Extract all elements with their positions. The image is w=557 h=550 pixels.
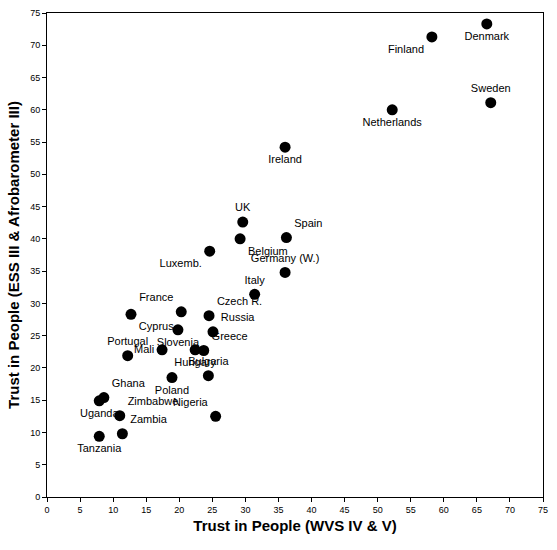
svg-text:40: 40	[307, 505, 317, 515]
svg-text:Slovenia: Slovenia	[157, 336, 200, 348]
svg-text:70: 70	[505, 505, 515, 515]
svg-text:Czech R.: Czech R.	[217, 295, 262, 307]
svg-text:40: 40	[30, 234, 40, 244]
svg-text:15: 15	[30, 395, 40, 405]
svg-text:45: 45	[340, 505, 350, 515]
svg-text:Cyprus: Cyprus	[139, 320, 174, 332]
svg-text:70: 70	[30, 40, 40, 50]
svg-text:Finland: Finland	[388, 43, 424, 55]
svg-text:75: 75	[538, 505, 548, 515]
svg-text:30: 30	[240, 505, 250, 515]
svg-text:Sweden: Sweden	[471, 82, 511, 94]
svg-text:Greece: Greece	[212, 330, 248, 342]
svg-text:Zambia: Zambia	[130, 413, 168, 425]
svg-text:Trust in People (ESS III & Afr: Trust in People (ESS III & Afrobarometer…	[5, 101, 22, 409]
svg-text:Portugal: Portugal	[107, 335, 148, 347]
svg-text:France: France	[139, 291, 173, 303]
svg-text:Russia: Russia	[221, 311, 256, 323]
svg-text:55: 55	[30, 137, 40, 147]
svg-text:Netherlands: Netherlands	[363, 116, 423, 128]
svg-text:60: 60	[30, 105, 40, 115]
svg-text:Hungary: Hungary	[174, 356, 216, 368]
svg-text:65: 65	[30, 73, 40, 83]
svg-text:50: 50	[373, 505, 383, 515]
svg-text:0: 0	[35, 492, 40, 502]
svg-text:60: 60	[439, 505, 449, 515]
svg-text:Zimbabwe: Zimbabwe	[128, 395, 179, 407]
svg-text:50: 50	[30, 169, 40, 179]
svg-text:10: 10	[30, 428, 40, 438]
svg-text:35: 35	[30, 266, 40, 276]
svg-text:Spain: Spain	[294, 217, 322, 229]
svg-text:20: 20	[30, 363, 40, 373]
svg-text:Bulgaria: Bulgaria	[188, 355, 229, 367]
svg-text:45: 45	[30, 202, 40, 212]
svg-text:UK: UK	[235, 201, 251, 213]
svg-text:Italy: Italy	[245, 274, 266, 286]
svg-text:5: 5	[78, 505, 83, 515]
svg-text:Uganda: Uganda	[80, 407, 119, 419]
svg-text:10: 10	[108, 505, 118, 515]
svg-text:15: 15	[141, 505, 151, 515]
svg-text:Tanzania: Tanzania	[77, 442, 122, 454]
svg-text:Germany (W.): Germany (W.)	[251, 252, 319, 264]
svg-text:Trust in People (WVS IV & V): Trust in People (WVS IV & V)	[193, 517, 396, 534]
svg-text:35: 35	[273, 505, 283, 515]
svg-text:Ghana: Ghana	[112, 377, 146, 389]
svg-text:Poland: Poland	[155, 384, 189, 396]
svg-text:20: 20	[174, 505, 184, 515]
svg-text:Luxemb.: Luxemb.	[160, 257, 202, 269]
svg-text:5: 5	[35, 460, 40, 470]
svg-text:Ireland: Ireland	[268, 153, 302, 165]
svg-text:65: 65	[472, 505, 482, 515]
svg-text:Belgium: Belgium	[248, 245, 288, 257]
svg-text:25: 25	[207, 505, 217, 515]
svg-text:0: 0	[44, 505, 49, 515]
svg-text:25: 25	[30, 331, 40, 341]
svg-text:75: 75	[30, 8, 40, 18]
svg-text:Denmark: Denmark	[464, 30, 509, 42]
svg-text:55: 55	[406, 505, 416, 515]
svg-text:Nigeria: Nigeria	[173, 396, 209, 408]
svg-text:30: 30	[30, 299, 40, 309]
svg-text:Mali: Mali	[134, 343, 154, 355]
